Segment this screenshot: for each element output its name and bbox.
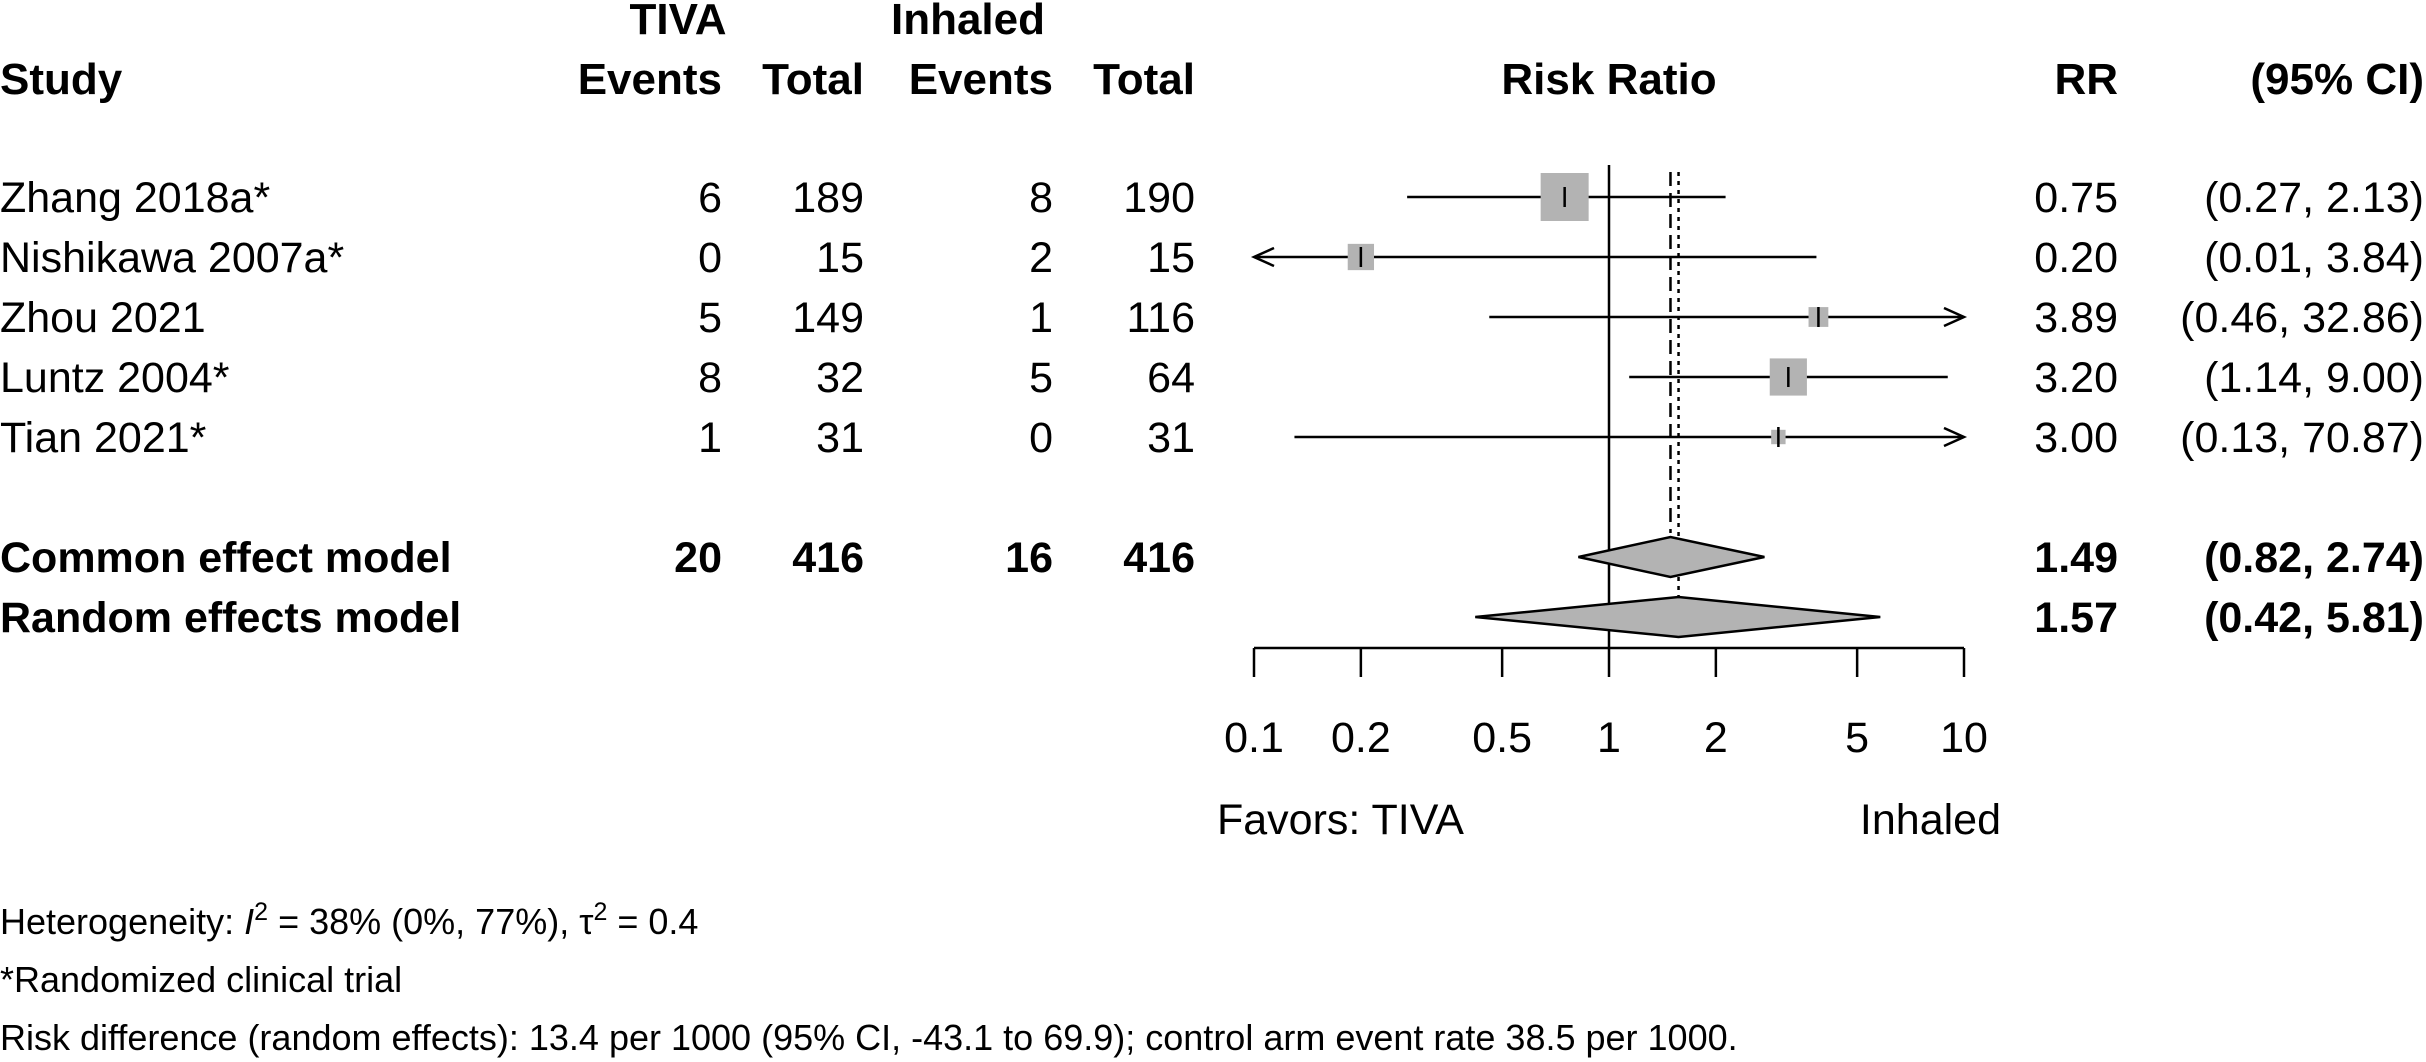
x-tick-label: 0.2 [1331,714,1391,762]
tiva-total: 32 [816,354,864,402]
plot-marks: 0.1 0.2 0.5 1 2 5 10 [1224,165,1988,762]
header-ci: (95% CI) [2250,55,2424,104]
table-rows: Zhang 2018a* 6 189 8 190 0.75 (0.27, 2.13) Nish… [0,174,2424,642]
x-tick-label: 0.5 [1472,714,1532,762]
model-tiva-total: 416 [792,534,864,582]
inhaled-events: 2 [1029,234,1053,282]
model-inhaled-total: 416 [1123,534,1195,582]
inhaled-total: 116 [1126,294,1195,342]
common-effect-diamond [1578,535,1765,579]
study-name: Luntz 2004* [0,354,230,402]
ci-value: (0.01, 3.84) [2204,234,2424,282]
header-study: Study [0,55,123,104]
tiva-events: 5 [698,294,722,342]
model-inhaled-events: 16 [1005,534,1053,582]
randomized-note: *Randomized clinical trial [0,959,402,1000]
study-name: Nishikawa 2007a* [0,234,344,282]
header-inhaled: Inhaled [891,0,1045,44]
inhaled-total: 190 [1123,174,1195,222]
inhaled-total: 15 [1147,234,1195,282]
ci-arrow-right [1943,426,1968,448]
random-effect-diamond [1475,595,1881,639]
ci-value: (0.13, 70.87) [2180,414,2424,462]
model-rr-value: 1.57 [2034,594,2118,642]
favors-right-label: Inhaled [1860,796,2001,844]
ci-value: (0.46, 32.86) [2180,294,2424,342]
x-tick-label: 1 [1597,714,1621,762]
header-inhaled-total: Total [1093,55,1195,104]
rr-value: 3.89 [2034,294,2118,342]
x-tick-label: 10 [1940,714,1988,762]
tiva-total: 15 [816,234,864,282]
inhaled-events: 0 [1029,414,1053,462]
rr-value: 3.20 [2034,354,2118,402]
risk-difference-note: Risk difference (random effects): 13.4 p… [0,1017,1738,1058]
tiva-total: 189 [792,174,864,222]
model-tiva-events: 20 [674,534,722,582]
heterogeneity-note: Heterogeneity: I2 = 38% (0%, 77%), τ2 = … [0,898,698,942]
favors-left-label: Favors: TIVA [1217,796,1464,844]
header-tiva-events: Events [578,55,722,104]
study-name: Tian 2021* [0,414,207,462]
inhaled-total: 31 [1147,414,1195,462]
rr-value: 0.75 [2034,174,2118,222]
model-rr-value: 1.49 [2034,534,2118,582]
study-name: Zhang 2018a* [0,174,270,222]
header-tiva-total: Total [762,55,864,104]
x-tick-label: 5 [1845,714,1869,762]
tiva-events: 1 [698,414,722,462]
tiva-events: 6 [698,174,722,222]
ci-value: (0.27, 2.13) [2204,174,2424,222]
x-tick-label: 0.1 [1224,714,1284,762]
tiva-events: 8 [698,354,722,402]
rr-value: 3.00 [2034,414,2118,462]
ci-value: (1.14, 9.00) [2204,354,2424,402]
model-ci-value: (0.42, 5.81) [2204,594,2424,642]
ci-arrow-left [1250,246,1275,268]
inhaled-events: 1 [1029,294,1053,342]
header-rr: RR [2054,55,2118,104]
tiva-total: 31 [816,414,864,462]
x-tick-label: 2 [1704,714,1728,762]
model-name: Common effect model [0,534,452,582]
model-name: Random effects model [0,594,461,642]
study-name: Zhou 2021 [0,294,206,342]
header-tiva: TIVA [630,0,727,44]
model-ci-value: (0.82, 2.74) [2204,534,2424,582]
rr-value: 0.20 [2034,234,2118,282]
tiva-events: 0 [698,234,722,282]
header-inhaled-events: Events [909,55,1053,104]
header-risk-ratio: Risk Ratio [1501,55,1716,104]
inhaled-events: 8 [1029,174,1053,222]
tiva-total: 149 [792,294,864,342]
inhaled-events: 5 [1029,354,1053,402]
inhaled-total: 64 [1147,354,1195,402]
ci-arrow-right [1943,306,1968,328]
